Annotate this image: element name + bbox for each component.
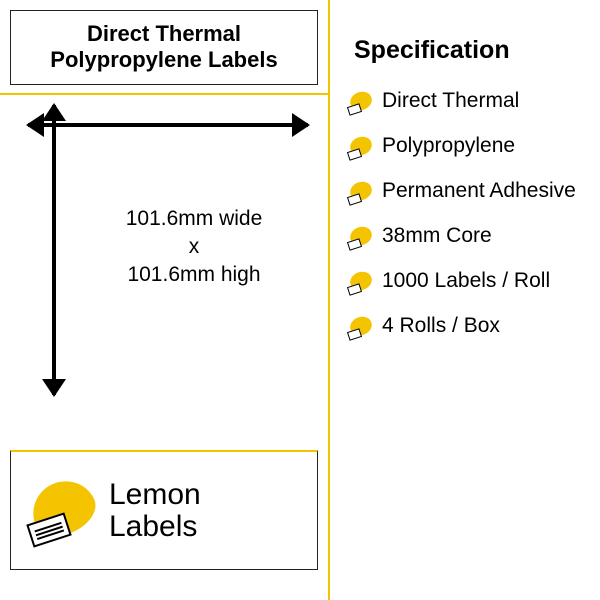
height-arrow — [52, 105, 56, 395]
spec-item: 38mm Core — [348, 224, 594, 249]
lemon-bullet-icon — [348, 90, 376, 114]
lemon-bullet-icon — [348, 135, 376, 159]
width-value: 101.6mm wide — [126, 207, 263, 230]
spec-item-text: Direct Thermal — [382, 89, 519, 113]
spec-item: 4 Rolls / Box — [348, 314, 594, 339]
spec-item-text: 38mm Core — [382, 224, 492, 248]
brand-name: Lemon Labels — [109, 479, 201, 542]
height-value: 101.6mm high — [127, 263, 260, 286]
lemon-icon — [25, 472, 103, 550]
spec-item-text: Polypropylene — [382, 134, 515, 158]
spec-item-text: 1000 Labels / Roll — [382, 269, 550, 293]
spec-item: Polypropylene — [348, 134, 594, 159]
dimension-text: 101.6mm wide x 101.6mm high — [80, 205, 308, 290]
width-arrow — [28, 123, 308, 127]
spec-item: 1000 Labels / Roll — [348, 269, 594, 294]
spec-item-text: Permanent Adhesive — [382, 179, 576, 203]
product-title: Direct Thermal Polypropylene Labels — [10, 10, 318, 85]
spec-item: Direct Thermal — [348, 89, 594, 114]
spec-item: Permanent Adhesive — [348, 179, 594, 204]
dimension-sep: x — [189, 235, 200, 258]
specification-panel: Specification Direct Thermal Polypropylen… — [330, 0, 600, 600]
lemon-bullet-icon — [348, 270, 376, 294]
lemon-bullet-icon — [348, 225, 376, 249]
brand-line2: Labels — [109, 510, 197, 543]
spec-list: Direct Thermal Polypropylene Permanent Adh… — [348, 89, 594, 339]
lemon-bullet-icon — [348, 180, 376, 204]
dimension-diagram: 101.6mm wide x 101.6mm high — [10, 95, 318, 405]
lemon-bullet-icon — [348, 315, 376, 339]
left-panel: Direct Thermal Polypropylene Labels 101.… — [0, 0, 330, 600]
spec-heading: Specification — [348, 36, 594, 65]
brand-logo: Lemon Labels — [10, 450, 318, 570]
brand-line1: Lemon — [109, 478, 201, 511]
spec-item-text: 4 Rolls / Box — [382, 314, 500, 338]
